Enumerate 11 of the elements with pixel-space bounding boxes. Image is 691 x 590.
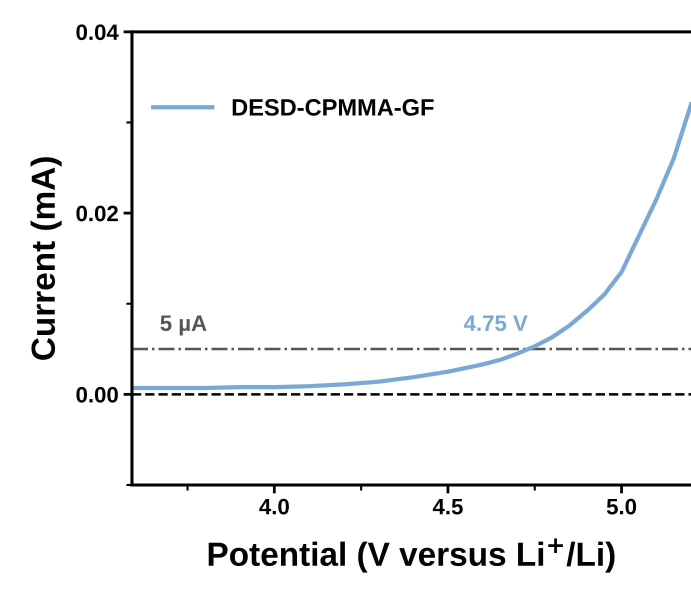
annotation: 4.75 V [464,316,528,332]
ref-line-label: 5 µA [160,316,207,336]
y-tick-label: 0.02 [76,206,118,222]
y-axis-title: Current (mA) [30,157,62,360]
x-axis-title: Potential (V versus Li$^{+}$/Li) [208,538,615,573]
y-tick-label: 0.00 [76,386,118,403]
x-tick-label: 5.0 [606,498,636,514]
x-tick-label: 4.5 [432,498,463,514]
legend-label: DESD-CPMMA-GF [232,99,434,116]
y-tick-label: 0.04 [76,24,119,40]
x-tick-label: 4.0 [259,498,289,514]
